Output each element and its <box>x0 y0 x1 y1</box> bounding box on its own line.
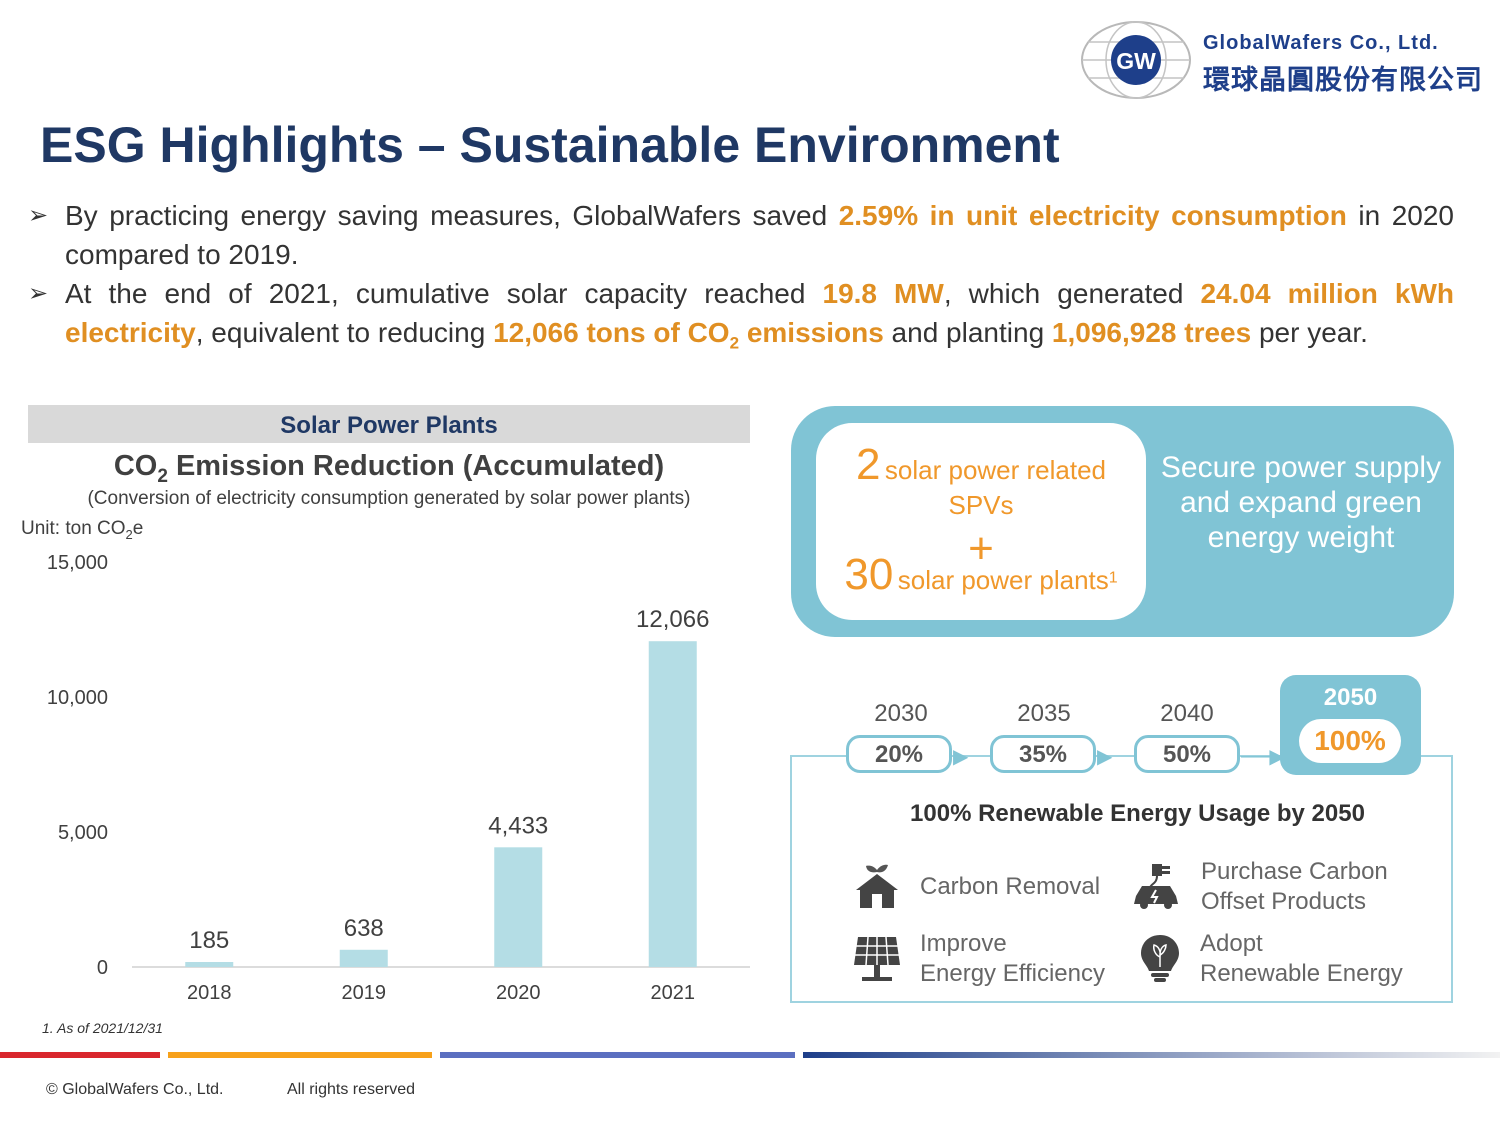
bullet-text: and planting <box>883 317 1052 348</box>
highlight-text: 24.04 million kWh electricity <box>65 278 1455 348</box>
panel-header: Solar Power Plants <box>28 405 750 443</box>
spv-count-line: 2 solar power related <box>816 440 1146 490</box>
action-purchase-line2: Offset Products <box>1201 888 1366 915</box>
x-tick-label: 2021 <box>651 982 696 1004</box>
page-title: ESG Highlights – Sustainable Environment <box>40 117 1060 173</box>
y-tick-label: 0 <box>97 957 108 979</box>
arrow-right-icon: ▶ <box>953 746 969 768</box>
action-adopt-line1: Adopt <box>1200 930 1263 957</box>
bullet-text: per year. <box>1251 317 1368 348</box>
highlight-text: 12,066 tons of CO2 emissions <box>493 317 884 353</box>
green-bulb-icon <box>1141 935 1179 982</box>
solar-count-card <box>816 423 1146 620</box>
data-label: 185 <box>189 927 229 954</box>
electric-car-icon <box>1134 864 1178 909</box>
bullet-solar-capacity: ➢ At the end of 2021, cumulative solar c… <box>28 274 1454 363</box>
roadmap-year: 2040 <box>1160 700 1214 727</box>
green-energy-goal: Secure power supply and expand green ene… <box>1160 451 1442 554</box>
x-tick-label: 2018 <box>187 982 232 1004</box>
data-label: 638 <box>344 915 384 942</box>
highlight-text: 2.59% in unit electricity consumption <box>838 200 1347 231</box>
action-improve-line1: Improve <box>920 930 1007 957</box>
bullet-electricity-saving: ➢ By practicing energy saving measures, … <box>28 196 1454 274</box>
footer-stripe-orange <box>168 1052 432 1058</box>
bullet-text: , which generated <box>943 278 1201 309</box>
bullet-text: At the end of 2021, cumulative solar cap… <box>65 278 823 309</box>
x-tick-label: 2020 <box>496 982 541 1004</box>
footer-copyright: © GlobalWafers Co., Ltd. <box>46 1081 224 1098</box>
roadmap-year: 2035 <box>1017 700 1071 727</box>
chart-unit-label: Unit: ton CO2e <box>21 518 144 542</box>
bar <box>648 641 697 967</box>
x-tick-label: 2019 <box>342 982 387 1004</box>
plant-text: solar power plants <box>897 565 1109 595</box>
arrow-bullet-icon: ➢ <box>28 202 49 229</box>
renewable-roadmap-box <box>790 755 1453 1003</box>
footnote: 1. As of 2021/12/31 <box>42 1020 163 1036</box>
arrow-bullet-icon: ➢ <box>28 280 49 307</box>
bar <box>185 962 234 967</box>
roadmap-pct: 35% <box>990 735 1096 773</box>
spv-text-line2: SPVs <box>948 490 1014 520</box>
target-pct: 100% <box>1299 719 1401 763</box>
data-label: 4,433 <box>488 812 548 839</box>
plant-count-line: 30 solar power plants1 <box>844 550 1118 599</box>
action-purchase-line1: Purchase Carbon <box>1201 858 1388 885</box>
bullet-text: , equivalent to reducing <box>195 317 494 348</box>
highlight-text: 19.8 MW <box>822 278 944 309</box>
action-adopt-line2: Renewable Energy <box>1200 960 1403 987</box>
action-carbon-removal: Carbon Removal <box>920 873 1101 900</box>
globe-logo-icon: GW <box>1081 21 1191 99</box>
bar <box>494 847 543 967</box>
logo-company-en: GlobalWafers Co., Ltd. <box>1203 32 1439 54</box>
bar <box>339 949 388 967</box>
bullet-text: in 2020 compared to 2019. <box>65 200 1454 270</box>
data-label: 12,066 <box>636 606 709 633</box>
arrow-right-icon: ──▶ <box>1241 746 1285 768</box>
footer-rights: All rights reserved <box>287 1081 416 1098</box>
highlight-text: 1,096,928 trees <box>1051 317 1252 348</box>
y-tick-label: 10,000 <box>47 687 108 709</box>
logo-monogram: GW <box>1116 48 1156 74</box>
y-tick-label: 15,000 <box>47 552 108 574</box>
eco-house-icon <box>856 864 898 908</box>
plant-count: 30 <box>844 550 894 599</box>
chart-title: CO2 Emission Reduction (Accumulated) <box>113 450 665 487</box>
plus-sign: + <box>968 524 994 573</box>
chart-subtitle: (Conversion of electricity consumption g… <box>87 488 691 509</box>
footer-stripe-red <box>0 1052 160 1058</box>
bar-chart: 0 5,000 10,000 15,000 185 2018 638 2019 4,433 202… <box>47 552 750 1004</box>
logo-company-zh: 環球晶圓股份有限公司 <box>1203 65 1483 95</box>
target-year: 2050 <box>1323 684 1378 711</box>
solar-panel-icon <box>854 936 900 981</box>
action-improve-line2: Energy Efficiency <box>920 960 1105 987</box>
footer-stripe-gradient <box>803 1052 1500 1058</box>
roadmap-pct: 20% <box>846 735 952 773</box>
y-tick-label: 5,000 <box>58 822 108 844</box>
spv-text: solar power related <box>884 455 1107 485</box>
bullet-text: By practicing energy saving measures, Gl… <box>65 200 839 231</box>
footer-stripe-blue <box>440 1052 795 1058</box>
spv-count: 2 <box>855 440 881 489</box>
roadmap-pct: 50% <box>1134 735 1240 773</box>
roadmap-year: 2030 <box>874 700 928 727</box>
roadmap-title: 100% Renewable Energy Usage by 2050 <box>910 800 1365 827</box>
arrow-right-icon: ▶ <box>1097 746 1113 768</box>
company-logo: GW GlobalWafers Co., Ltd. 環球晶圓股份有限公司 <box>1080 20 1482 102</box>
